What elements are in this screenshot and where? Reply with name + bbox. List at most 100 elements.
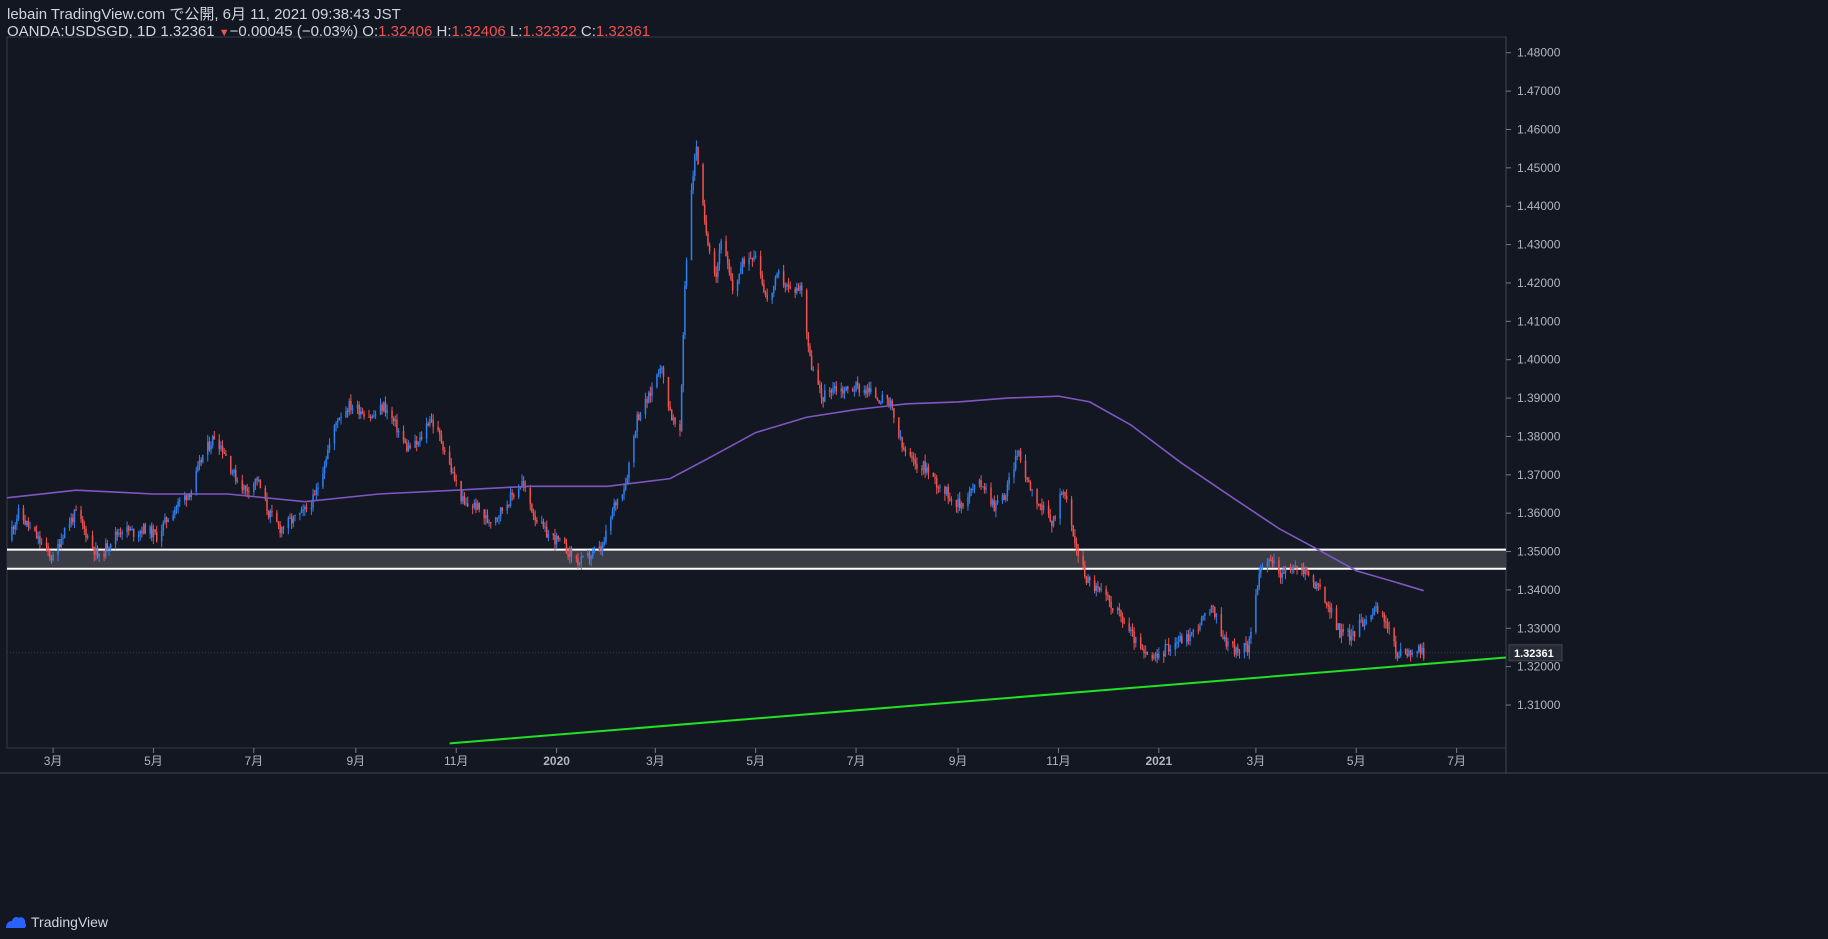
symbol-label[interactable]: OANDA:USDSGD, 1D: [7, 23, 157, 40]
candle: [856, 376, 859, 390]
candle-body: [384, 402, 387, 413]
candle-body: [271, 510, 273, 513]
candle-body: [717, 264, 719, 277]
candle: [165, 516, 168, 529]
tradingview-brand[interactable]: TradingView: [5, 914, 108, 930]
candle: [978, 478, 981, 488]
candle-body: [1258, 573, 1260, 589]
candle: [661, 365, 663, 374]
candle: [1342, 623, 1344, 636]
candle-body: [842, 388, 844, 394]
candle: [891, 398, 893, 411]
candle-body: [266, 499, 268, 511]
candle-body: [1209, 612, 1211, 614]
candle-body: [513, 495, 515, 497]
candle-body: [822, 397, 824, 402]
candle: [409, 442, 411, 450]
candle: [1215, 612, 1218, 624]
candle: [1064, 491, 1066, 500]
candle: [690, 183, 693, 261]
candle-body: [588, 553, 591, 560]
candle-body: [452, 472, 454, 474]
candle: [109, 543, 112, 552]
candle: [142, 522, 145, 535]
candle-body: [647, 392, 650, 403]
brand-name: TradingView: [31, 914, 109, 930]
candle: [406, 438, 408, 453]
candle: [1353, 630, 1356, 642]
candle-body: [1246, 645, 1249, 653]
candle-body: [924, 461, 926, 473]
candle: [119, 527, 122, 538]
candle: [1324, 586, 1326, 604]
candle: [81, 515, 84, 530]
candle-body: [282, 527, 285, 529]
chart-header: lebain TradingView.com で公開, 6月 11, 2021 …: [7, 6, 650, 40]
candle-body: [340, 417, 342, 419]
high-label: H:: [436, 23, 452, 40]
candle: [327, 444, 329, 460]
candle-body: [254, 478, 257, 484]
candle-body: [154, 529, 156, 533]
candle-body: [37, 536, 40, 539]
candle: [287, 516, 290, 535]
candle: [1365, 615, 1367, 626]
candle: [185, 493, 188, 507]
candle-body: [1088, 577, 1091, 581]
candle: [847, 385, 849, 394]
candle: [279, 520, 281, 538]
candle-body: [1039, 504, 1042, 506]
candle-body: [462, 496, 464, 502]
candle: [356, 400, 359, 415]
candle: [736, 279, 739, 297]
candle-body: [1059, 494, 1061, 519]
candle-body: [248, 491, 250, 493]
candle: [1316, 581, 1318, 591]
candle: [1036, 488, 1038, 510]
candle-body: [633, 436, 635, 463]
candle: [564, 536, 566, 544]
candle-body: [876, 398, 879, 401]
candle: [578, 562, 581, 567]
candle-body: [1284, 566, 1287, 574]
candle: [1306, 566, 1308, 576]
candle-body: [661, 367, 663, 369]
candle: [1189, 628, 1191, 646]
candle: [945, 486, 948, 496]
candle-body: [958, 498, 961, 508]
candle-body: [1388, 627, 1390, 629]
candle-body: [1363, 624, 1366, 627]
candle: [465, 497, 467, 507]
candle-body: [1245, 643, 1247, 646]
candle-body: [164, 517, 166, 523]
candle: [508, 504, 510, 508]
candle: [374, 410, 377, 419]
candle: [830, 388, 833, 400]
candle-body: [672, 417, 675, 421]
candle-body: [1036, 489, 1038, 504]
candle: [1039, 503, 1042, 511]
candle-body: [705, 221, 708, 234]
candle-body: [104, 543, 107, 557]
candle-body: [1419, 645, 1422, 654]
candle: [669, 401, 671, 412]
time-tick-label: 5月: [144, 754, 163, 768]
candle: [1261, 562, 1264, 570]
candle-body: [98, 553, 100, 557]
candle: [1003, 492, 1005, 501]
candle: [1108, 595, 1111, 608]
candle-body: [865, 390, 867, 394]
candle: [302, 504, 304, 517]
candle-body: [1176, 642, 1178, 644]
candle-body: [926, 467, 928, 473]
price-tick-label: 1.38000: [1517, 429, 1561, 443]
candle: [1190, 632, 1193, 637]
candle: [1360, 613, 1362, 624]
candle-body: [1123, 622, 1126, 624]
candle: [985, 483, 987, 494]
candle: [1292, 564, 1295, 574]
candle: [592, 547, 594, 560]
candle-body: [208, 441, 211, 450]
candle: [1042, 501, 1045, 514]
